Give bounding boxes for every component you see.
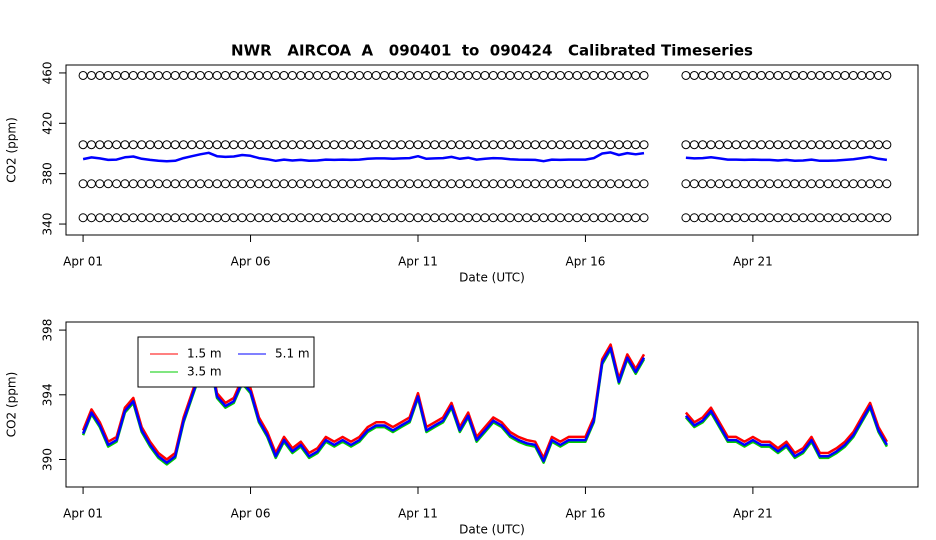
x-axis-label: Date (UTC) [459, 523, 525, 537]
y-tick-label: 390 [41, 448, 55, 471]
plot-area [81, 343, 888, 466]
y-axis-label: CO2 (ppm) [5, 117, 19, 183]
y-tick-label: 460 [41, 61, 55, 84]
x-tick-label: Apr 06 [231, 507, 271, 521]
y-tick-label: 380 [41, 162, 55, 185]
point [882, 179, 892, 189]
chart-title: NWR AIRCOA A 090401 to 090424 Calibrated… [231, 42, 753, 60]
y-axis-label: CO2 (ppm) [5, 372, 19, 438]
plot-area [78, 70, 892, 223]
y-tick-label: 394 [41, 383, 55, 406]
y-tick-label: 420 [41, 112, 55, 135]
y-tick-label: 398 [41, 319, 55, 342]
x-tick-label: Apr 11 [398, 507, 438, 521]
x-tick-label: Apr 16 [566, 255, 606, 269]
point [639, 213, 649, 223]
point [882, 70, 892, 80]
y-tick-label: 340 [41, 213, 55, 236]
series-line [81, 346, 888, 464]
series-line [82, 151, 888, 163]
point [882, 213, 892, 223]
point [639, 179, 649, 189]
legend-label: 5.1 m [275, 347, 310, 361]
legend-label: 1.5 m [187, 347, 222, 361]
legend-box [137, 336, 315, 388]
point [639, 140, 649, 150]
point [882, 140, 892, 150]
x-tick-label: Apr 11 [398, 255, 438, 269]
x-tick-label: Apr 21 [733, 255, 773, 269]
x-axis-label: Date (UTC) [459, 271, 525, 285]
point [639, 70, 649, 80]
x-tick-label: Apr 06 [231, 255, 271, 269]
plot-frame [65, 321, 919, 488]
x-tick-label: Apr 21 [733, 507, 773, 521]
legend-label: 3.5 m [187, 365, 222, 379]
plot-frame [65, 64, 919, 236]
x-tick-label: Apr 16 [566, 507, 606, 521]
x-tick-label: Apr 01 [63, 507, 103, 521]
x-tick-label: Apr 01 [63, 255, 103, 269]
